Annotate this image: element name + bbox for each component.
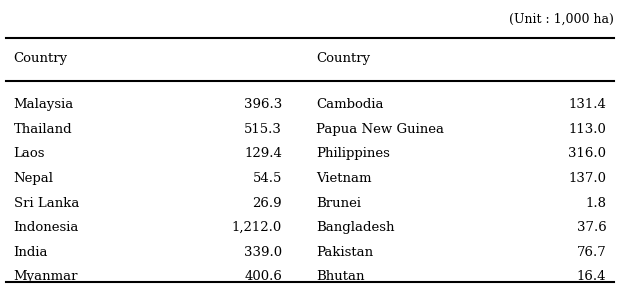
Text: 54.5: 54.5 <box>253 172 282 185</box>
Text: 515.3: 515.3 <box>244 123 282 136</box>
Text: 37.6: 37.6 <box>577 221 606 234</box>
Text: 396.3: 396.3 <box>244 98 282 111</box>
Text: Country: Country <box>316 52 370 65</box>
Text: Papua New Guinea: Papua New Guinea <box>316 123 444 136</box>
Text: 316.0: 316.0 <box>569 147 606 160</box>
Text: Brunei: Brunei <box>316 197 361 210</box>
Text: 339.0: 339.0 <box>244 246 282 259</box>
Text: India: India <box>14 246 48 259</box>
Text: 129.4: 129.4 <box>244 147 282 160</box>
Text: 76.7: 76.7 <box>577 246 606 259</box>
Text: (Unit : 1,000 ha): (Unit : 1,000 ha) <box>509 13 614 26</box>
Text: 131.4: 131.4 <box>569 98 606 111</box>
Text: Bhutan: Bhutan <box>316 270 365 283</box>
Text: 1.8: 1.8 <box>585 197 606 210</box>
Text: Sri Lanka: Sri Lanka <box>14 197 79 210</box>
Text: Laos: Laos <box>14 147 45 160</box>
Text: Vietnam: Vietnam <box>316 172 372 185</box>
Text: 137.0: 137.0 <box>569 172 606 185</box>
Text: Bangladesh: Bangladesh <box>316 221 395 234</box>
Text: Pakistan: Pakistan <box>316 246 373 259</box>
Text: Indonesia: Indonesia <box>14 221 79 234</box>
Text: Nepal: Nepal <box>14 172 54 185</box>
Text: Thailand: Thailand <box>14 123 73 136</box>
Text: 400.6: 400.6 <box>244 270 282 283</box>
Text: Malaysia: Malaysia <box>14 98 74 111</box>
Text: Country: Country <box>14 52 68 65</box>
Text: Philippines: Philippines <box>316 147 390 160</box>
Text: 1,212.0: 1,212.0 <box>232 221 282 234</box>
Text: 113.0: 113.0 <box>569 123 606 136</box>
Text: 26.9: 26.9 <box>252 197 282 210</box>
Text: 16.4: 16.4 <box>577 270 606 283</box>
Text: Myanmar: Myanmar <box>14 270 78 283</box>
Text: Cambodia: Cambodia <box>316 98 384 111</box>
